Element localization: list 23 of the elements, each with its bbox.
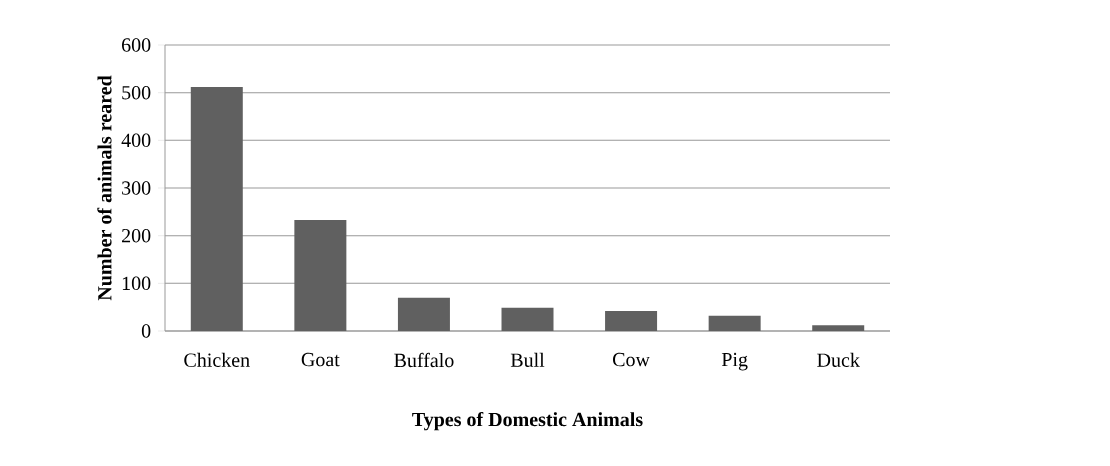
y-tick-label: 100: [122, 276, 151, 291]
y-tick-label: 300: [122, 181, 151, 195]
y-axis-title: Number of animals reared: [97, 75, 112, 301]
y-tick-label: 200: [122, 228, 151, 243]
bar: [812, 325, 865, 331]
y-tick-label: 500: [122, 85, 151, 100]
x-tick-label: Goat: [301, 352, 340, 367]
y-tick-label: 0: [141, 324, 151, 338]
bar: [190, 86, 243, 331]
x-tick-label: Pig: [721, 352, 748, 371]
x-tick-label: Chicken: [184, 352, 250, 367]
x-tick-label: Cow: [613, 352, 650, 367]
x-tick-label: Bull: [510, 352, 545, 367]
bar: [294, 219, 347, 331]
bar: [397, 297, 450, 331]
bar: [501, 307, 554, 331]
x-axis-title: Types of Domestic Animals: [412, 411, 643, 431]
x-tick-label: Duck: [817, 352, 860, 367]
y-tick-label: 400: [121, 133, 151, 148]
bar: [605, 310, 658, 331]
y-tick-label: 600: [122, 38, 151, 52]
bar: [708, 315, 761, 331]
x-tick-label: Buffalo: [394, 352, 454, 368]
